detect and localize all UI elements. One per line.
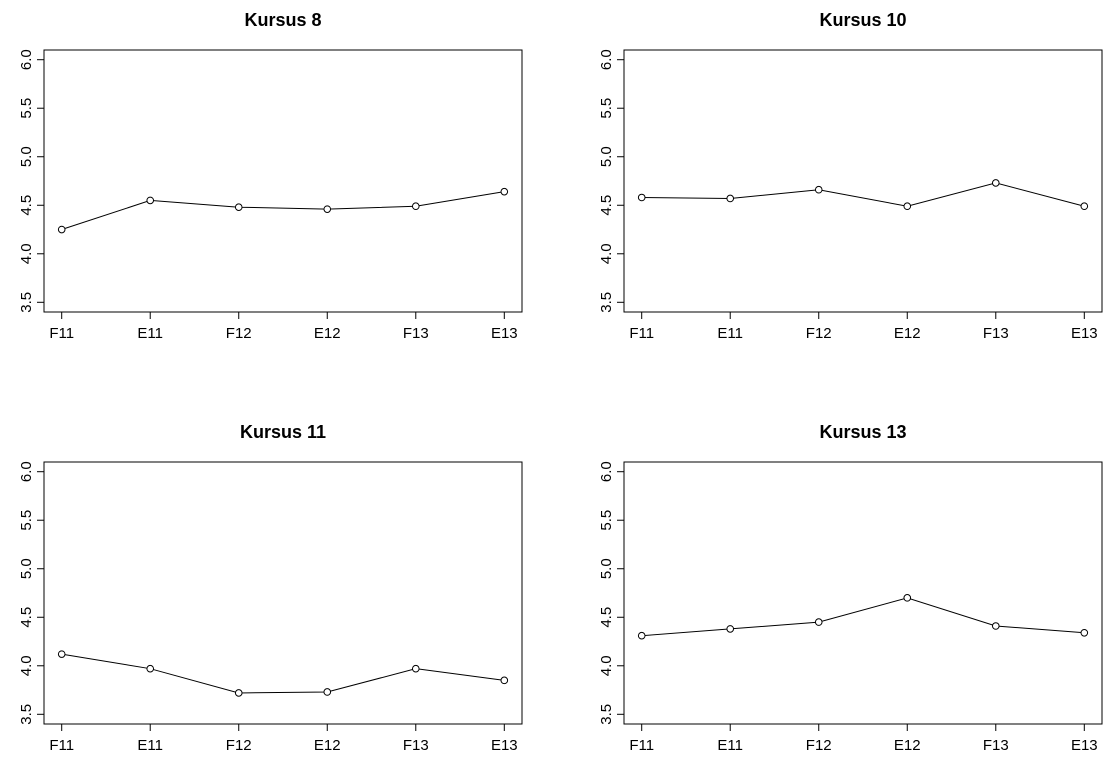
y-tick-label: 4.0 xyxy=(18,655,35,676)
x-tick-label: F13 xyxy=(403,325,429,342)
x-tick-label: E13 xyxy=(491,737,518,754)
data-point xyxy=(57,650,66,658)
chart-panel: Kursus 10 3.5 4.0 4.5 5.0 5.5 6.0 F11 E11 F12 E12 F… xyxy=(598,10,1103,342)
plot-frame xyxy=(623,461,1103,725)
x-tick-label: F11 xyxy=(49,325,74,342)
y-tick-label: 3.5 xyxy=(598,704,615,725)
data-point xyxy=(146,196,155,205)
data-point xyxy=(500,187,509,196)
y-tick-label: 4.0 xyxy=(598,655,615,676)
y-tick-label: 3.5 xyxy=(18,292,35,313)
y-tick-label: 4.0 xyxy=(598,243,615,264)
y-tick-label: 3.5 xyxy=(18,704,35,725)
y-tick-label: 5.5 xyxy=(18,98,35,119)
y-tick-label: 5.5 xyxy=(598,510,615,531)
x-tick-label: E12 xyxy=(314,737,341,754)
data-point xyxy=(814,618,823,626)
chart-title: Kursus 10 xyxy=(819,10,906,30)
chart-title: Kursus 8 xyxy=(244,10,321,30)
x-tick-label: E13 xyxy=(1071,325,1098,342)
data-point xyxy=(814,185,823,194)
y-tick-label: 4.5 xyxy=(598,195,615,216)
plot-frame xyxy=(43,461,523,725)
data-point xyxy=(1080,628,1089,637)
x-tick-label: F12 xyxy=(806,325,832,342)
x-tick-label: F12 xyxy=(226,737,252,754)
chart-title: Kursus 11 xyxy=(240,422,326,442)
data-point xyxy=(637,193,646,202)
y-tick-label: 6.0 xyxy=(18,49,35,70)
data-point xyxy=(903,594,912,602)
data-point xyxy=(991,622,1000,630)
x-tick-label: E11 xyxy=(717,325,743,342)
data-point xyxy=(726,625,735,633)
data-point xyxy=(411,664,420,673)
x-tick-label: E12 xyxy=(894,737,921,754)
data-point xyxy=(323,205,332,213)
data-point xyxy=(323,688,332,696)
y-tick-label: 3.5 xyxy=(598,292,615,313)
x-tick-label: E13 xyxy=(491,325,518,342)
x-tick-label: F13 xyxy=(403,737,429,754)
series-line xyxy=(641,597,1085,637)
x-tick-label: F12 xyxy=(806,737,832,754)
x-tick-label: E13 xyxy=(1071,737,1098,754)
x-tick-label: F11 xyxy=(629,737,654,754)
x-tick-label: F11 xyxy=(629,325,654,342)
y-tick-label: 4.5 xyxy=(18,607,35,628)
y-tick-label: 4.5 xyxy=(18,195,35,216)
data-point xyxy=(411,202,420,211)
chart-panel: Kursus 11 3.5 4.0 4.5 5.0 5.5 6.0 F11 E11 F12 E12 F… xyxy=(18,422,523,754)
chart-title: Kursus 13 xyxy=(819,422,906,442)
series-line xyxy=(61,191,505,230)
y-tick-label: 4.0 xyxy=(18,243,35,264)
data-point xyxy=(991,179,1000,187)
x-tick-label: F13 xyxy=(983,325,1009,342)
x-tick-label: E11 xyxy=(137,737,163,754)
data-point xyxy=(234,203,243,211)
data-point xyxy=(500,676,509,685)
y-tick-label: 5.5 xyxy=(598,98,615,119)
x-tick-label: F13 xyxy=(983,737,1009,754)
data-point xyxy=(637,631,646,640)
x-tick-label: E12 xyxy=(314,325,341,342)
data-point xyxy=(1080,202,1089,211)
y-tick-label: 5.0 xyxy=(18,558,35,579)
data-point xyxy=(726,194,735,203)
y-tick-label: 4.5 xyxy=(598,607,615,628)
data-point xyxy=(903,202,912,211)
series-line xyxy=(61,653,505,694)
chart-panel: Kursus 8 3.5 4.0 4.5 5.0 5.5 6.0 F11 E11 F12 E12 F1… xyxy=(18,10,523,342)
x-tick-label: E12 xyxy=(894,325,921,342)
y-tick-label: 6.0 xyxy=(598,461,615,482)
y-tick-label: 6.0 xyxy=(18,461,35,482)
y-tick-label: 5.5 xyxy=(18,510,35,531)
data-point xyxy=(57,225,66,234)
data-point xyxy=(146,664,155,673)
y-tick-label: 6.0 xyxy=(598,49,615,70)
plot-frame xyxy=(623,49,1103,313)
data-point xyxy=(234,689,243,697)
x-tick-label: F11 xyxy=(49,737,74,754)
y-tick-label: 5.0 xyxy=(598,146,615,167)
chart-panel: Kursus 13 3.5 4.0 4.5 5.0 5.5 6.0 F11 E11 F12 E12 F… xyxy=(598,422,1103,754)
plot-frame xyxy=(43,49,523,313)
series-line xyxy=(641,182,1085,207)
y-tick-label: 5.0 xyxy=(598,558,615,579)
x-tick-label: E11 xyxy=(137,325,163,342)
x-tick-label: F12 xyxy=(226,325,252,342)
y-tick-label: 5.0 xyxy=(18,146,35,167)
x-tick-label: E11 xyxy=(717,737,743,754)
